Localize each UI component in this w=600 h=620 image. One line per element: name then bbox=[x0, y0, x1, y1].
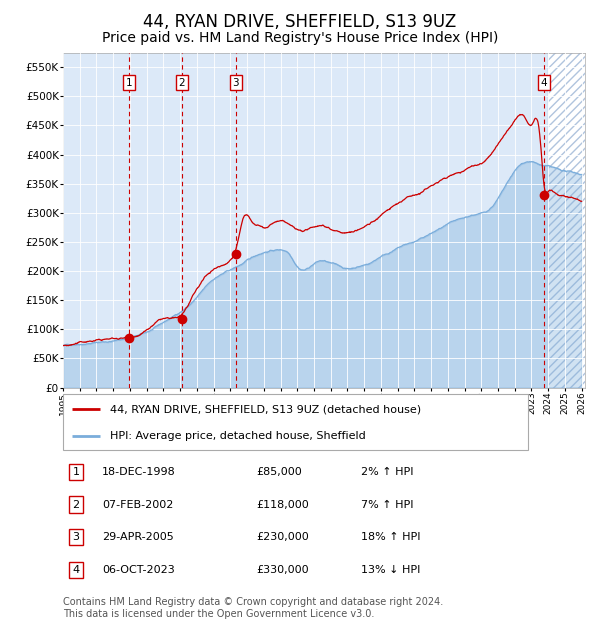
Text: £118,000: £118,000 bbox=[256, 500, 309, 510]
FancyBboxPatch shape bbox=[63, 394, 528, 450]
Text: 44, RYAN DRIVE, SHEFFIELD, S13 9UZ (detached house): 44, RYAN DRIVE, SHEFFIELD, S13 9UZ (deta… bbox=[110, 404, 421, 414]
Text: 1: 1 bbox=[126, 78, 133, 88]
Text: 2% ↑ HPI: 2% ↑ HPI bbox=[361, 467, 413, 477]
Text: Contains HM Land Registry data © Crown copyright and database right 2024.
This d: Contains HM Land Registry data © Crown c… bbox=[63, 598, 443, 619]
Text: 7% ↑ HPI: 7% ↑ HPI bbox=[361, 500, 413, 510]
Text: 06-OCT-2023: 06-OCT-2023 bbox=[102, 565, 175, 575]
Text: 1: 1 bbox=[73, 467, 80, 477]
Text: 18% ↑ HPI: 18% ↑ HPI bbox=[361, 532, 420, 542]
Text: 13% ↓ HPI: 13% ↓ HPI bbox=[361, 565, 420, 575]
Text: 29-APR-2005: 29-APR-2005 bbox=[102, 532, 174, 542]
Text: £230,000: £230,000 bbox=[256, 532, 309, 542]
Text: 2: 2 bbox=[178, 78, 185, 88]
Text: 2: 2 bbox=[73, 500, 80, 510]
Text: 18-DEC-1998: 18-DEC-1998 bbox=[102, 467, 176, 477]
Text: 44, RYAN DRIVE, SHEFFIELD, S13 9UZ: 44, RYAN DRIVE, SHEFFIELD, S13 9UZ bbox=[143, 12, 457, 31]
Text: 3: 3 bbox=[233, 78, 239, 88]
Text: £330,000: £330,000 bbox=[256, 565, 309, 575]
Text: HPI: Average price, detached house, Sheffield: HPI: Average price, detached house, Shef… bbox=[110, 430, 365, 441]
Text: 4: 4 bbox=[541, 78, 547, 88]
Text: 3: 3 bbox=[73, 532, 80, 542]
Text: Price paid vs. HM Land Registry's House Price Index (HPI): Price paid vs. HM Land Registry's House … bbox=[102, 32, 498, 45]
Text: £85,000: £85,000 bbox=[256, 467, 302, 477]
Text: 07-FEB-2002: 07-FEB-2002 bbox=[102, 500, 173, 510]
Text: 4: 4 bbox=[73, 565, 80, 575]
